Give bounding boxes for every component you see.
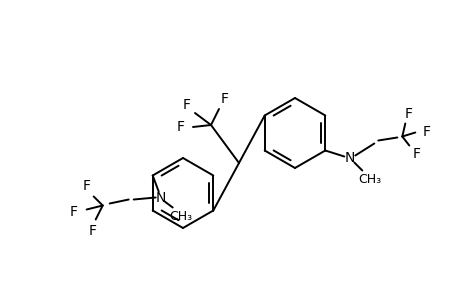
- Text: F: F: [69, 205, 78, 218]
- Text: N: N: [344, 152, 355, 166]
- Text: F: F: [177, 120, 185, 134]
- Text: F: F: [89, 224, 96, 239]
- Text: F: F: [403, 107, 411, 122]
- Text: F: F: [411, 148, 420, 161]
- Text: F: F: [183, 98, 190, 112]
- Text: F: F: [220, 92, 229, 106]
- Text: CH₃: CH₃: [358, 173, 381, 186]
- Text: N: N: [155, 190, 166, 205]
- Text: F: F: [421, 125, 429, 140]
- Text: CH₃: CH₃: [169, 210, 192, 223]
- Text: F: F: [83, 179, 90, 194]
